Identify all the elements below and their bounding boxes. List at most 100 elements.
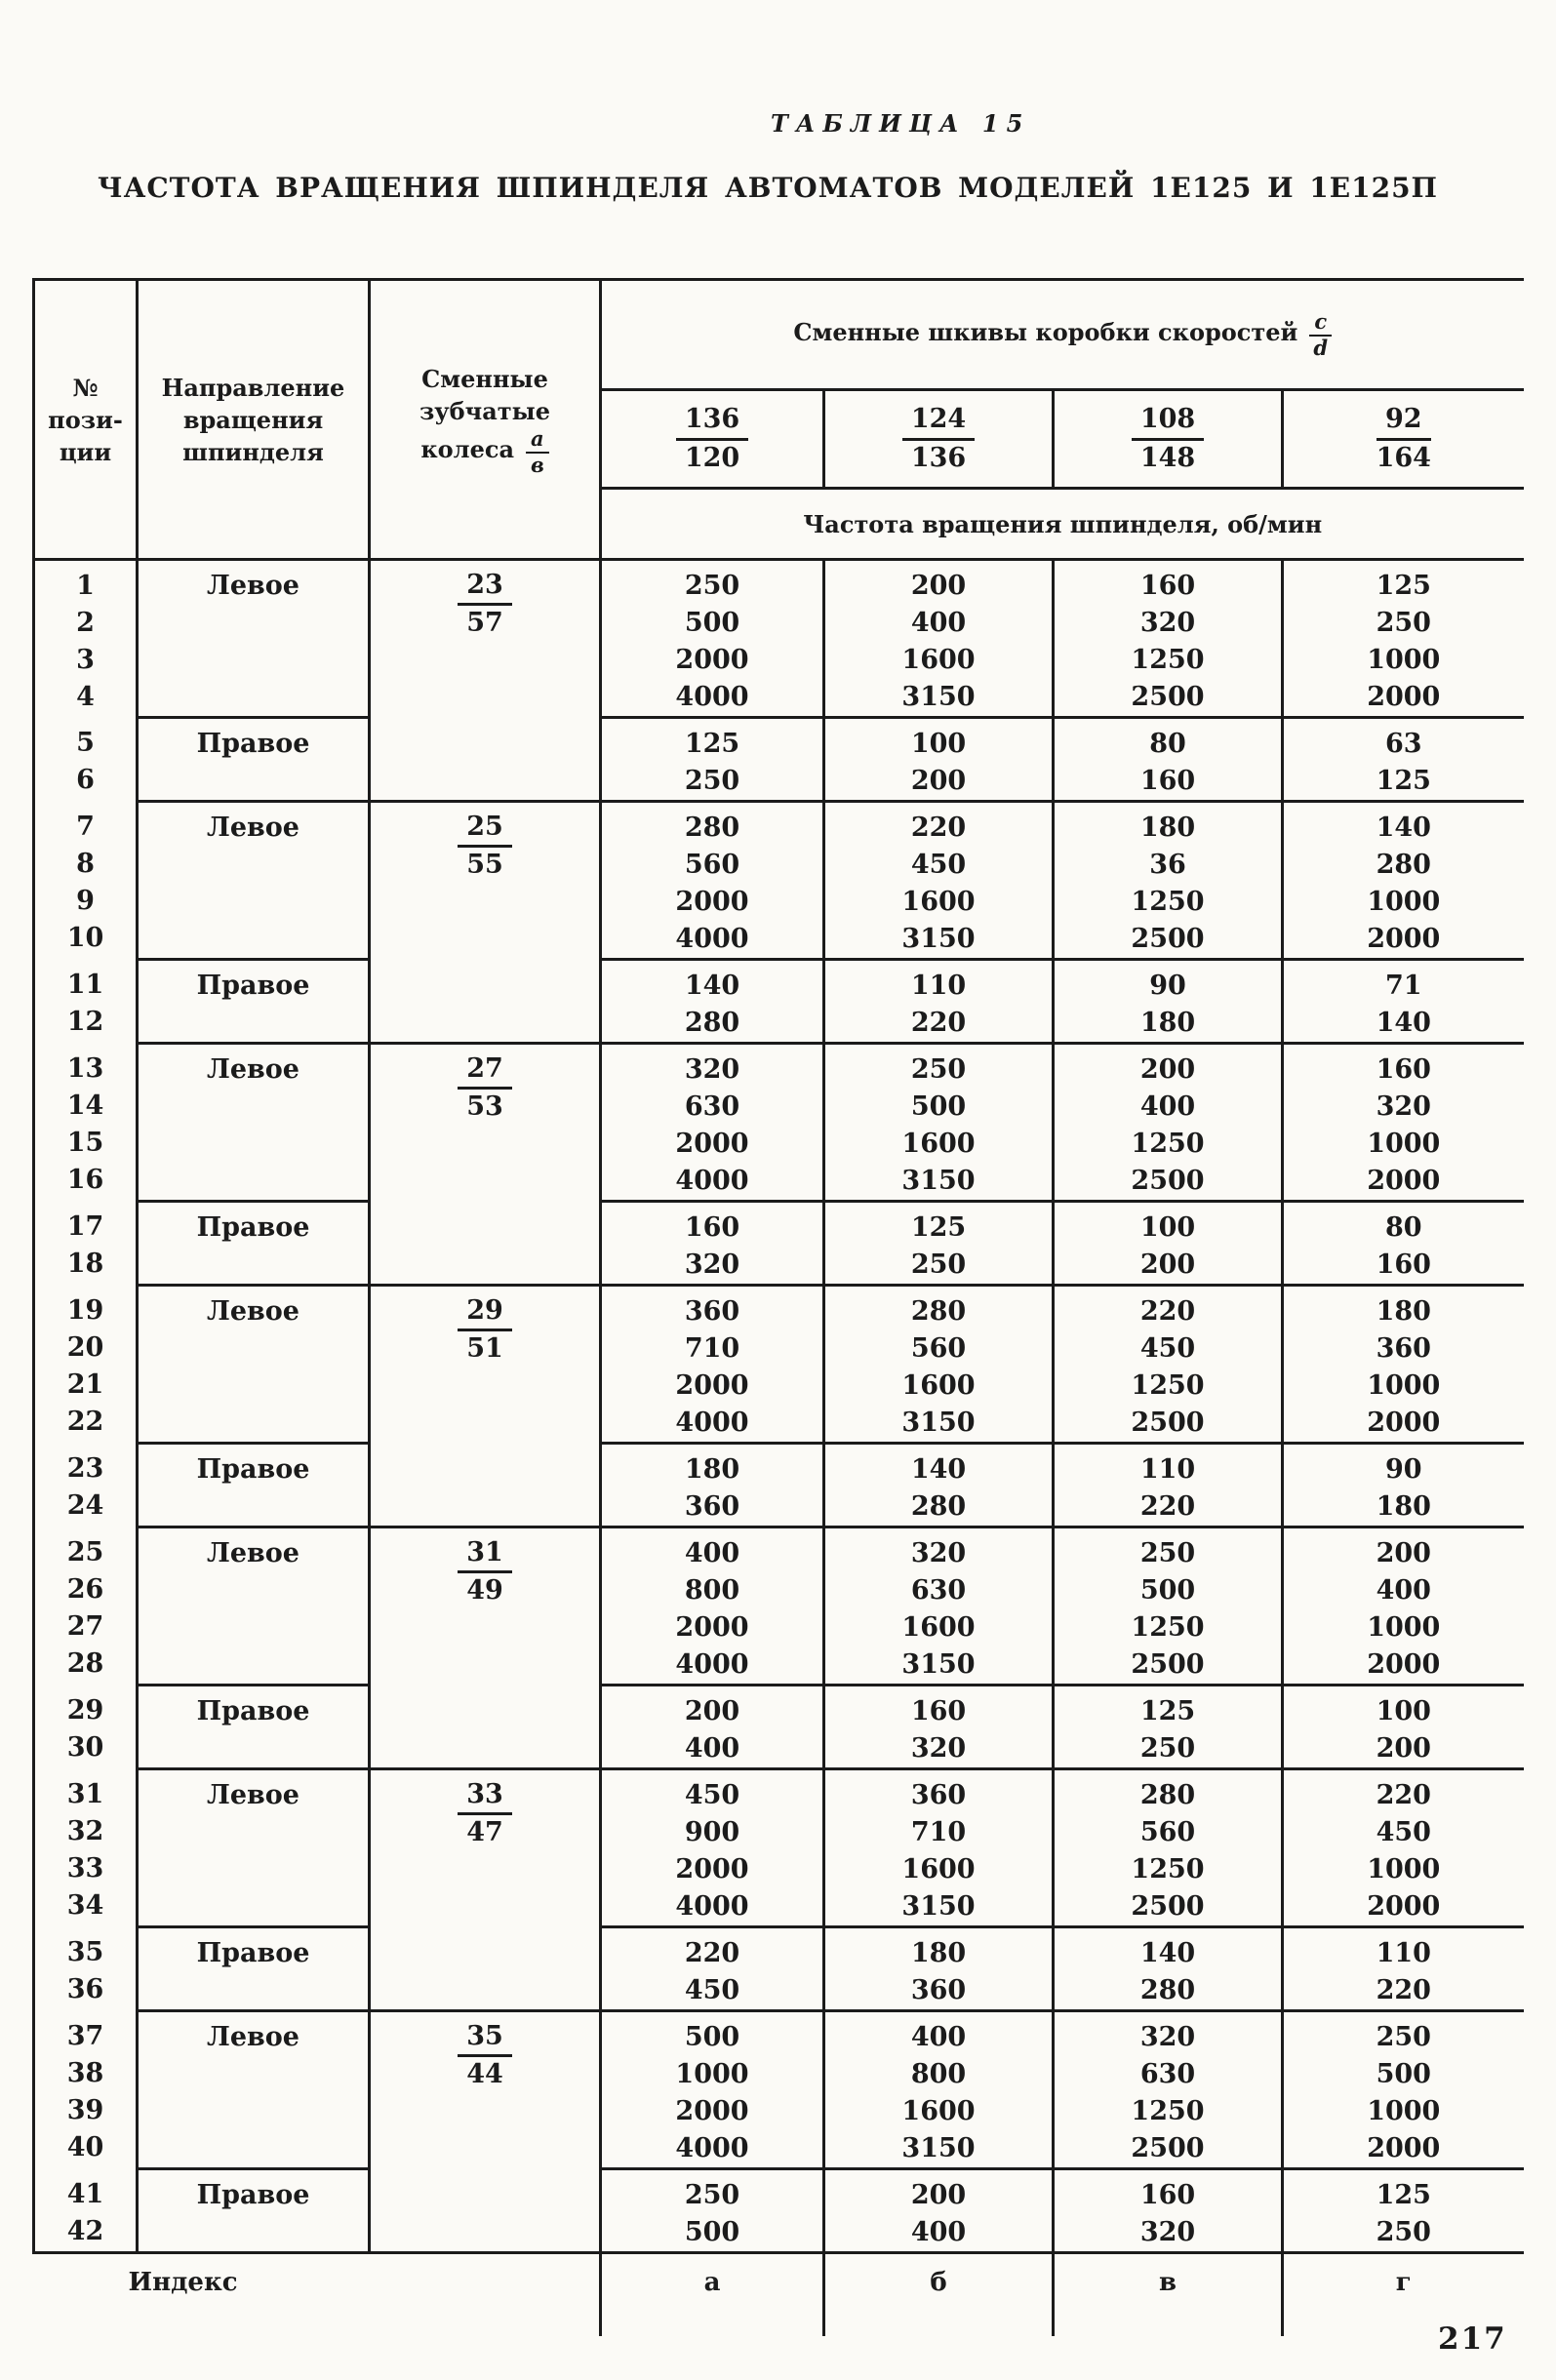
speed-cell: 360 710 2000 4000	[600, 1285, 825, 1445]
speed-cell: 280 560 2000 4000	[600, 801, 825, 961]
speed-cell: 180 360 1000 2000	[1282, 1285, 1524, 1445]
direction-cell: Правое	[137, 1685, 371, 1770]
speed-cell: 125 250	[600, 717, 825, 803]
speed-cell: 160 320	[600, 1201, 825, 1287]
header-row-2: 136 120 124 136 108 148 92 164	[34, 389, 1524, 490]
speed-cell: 200 400 1250 2500	[1053, 1043, 1284, 1203]
header-row-3: Частота вращения шпинделя, об/мин	[34, 488, 1524, 561]
direction-cell: Правое	[137, 717, 371, 803]
speed-cell: 180 360	[823, 1926, 1055, 2012]
speed-cell: 220 450	[600, 1926, 825, 2012]
gear-ratio-cell: 23 57	[369, 559, 602, 803]
table-label: ТАБЛИЦА 15	[771, 109, 1031, 138]
speed-cell: 200 400 1000 2000	[1282, 1527, 1524, 1686]
speed-cell: 320 630 1600 3150	[823, 1527, 1055, 1686]
speed-cell: 100 200	[823, 717, 1055, 803]
table-row: 1 2 3 4 Левое 23 57 250 500 2000 4000 200 400 1600 315…	[32, 559, 1524, 803]
index-v: в	[1052, 2252, 1283, 2336]
gear-fraction: 35 44	[458, 2021, 512, 2089]
direction-cell: Правое	[137, 1926, 371, 2012]
speed-cell: 140 280	[1053, 1926, 1284, 2012]
speed-cell: 110 220	[1053, 1443, 1284, 1528]
header-frequency-label: Частота вращения шпинделя, об/мин	[600, 488, 1524, 561]
speed-cell: 63 125	[1282, 717, 1524, 803]
table-row: 31 32 33 34 Левое 33 47 450 900 2000 4000 360 710 160…	[32, 1768, 1524, 2012]
speed-cell: 140 280	[600, 959, 825, 1045]
speed-cell: 200 400 1600 3150	[823, 559, 1055, 719]
table-row: 41 42 Правое 250 500 200 400 160 320 125 250	[32, 2168, 1524, 2254]
speed-cell: 250 500	[600, 2168, 825, 2254]
position-cell: 29 30	[32, 1685, 139, 1769]
speed-cell: 280 560 1250 2500	[1053, 1768, 1284, 1928]
table-footer: Индекс а б в г	[34, 2252, 1524, 2336]
speed-cell: 90 180	[1282, 1443, 1524, 1528]
direction-cell: Левое	[137, 1043, 371, 1203]
gear-ratio-cell: 27 53	[369, 1043, 602, 1287]
speed-cell: 360 710 1600 3150	[823, 1768, 1055, 1928]
gear-fraction: 23 57	[458, 570, 512, 638]
speed-cell: 160 320	[823, 1685, 1055, 1770]
gear-ratio-cell: 25 55	[369, 801, 602, 1045]
page-number: 217	[1438, 2321, 1507, 2357]
direction-cell: Правое	[137, 2168, 371, 2254]
position-cell: 7 8 9 10	[32, 801, 139, 960]
table-row: 23 24 Правое 180 360 140 280 110 220 90 180	[32, 1443, 1524, 1528]
speed-cell: 110 220	[1282, 1926, 1524, 2012]
speed-cell: 80 160	[1053, 717, 1284, 803]
position-cell: 19 20 21 22	[32, 1285, 139, 1444]
speed-cell: 160 320 1250 2500	[1053, 559, 1284, 719]
index-g: г	[1280, 2252, 1524, 2336]
direction-cell: Правое	[137, 1201, 371, 1287]
speed-cell: 280 560 1600 3150	[823, 1285, 1055, 1445]
speed-cell: 400 800 2000 4000	[600, 1527, 825, 1686]
table-row: 5 6 Правое 125 250 100 200 80 160 63 125	[32, 717, 1524, 803]
table-row: 37 38 39 40 Левое 35 44 500 1000 2000 4000 400 800 16…	[32, 2010, 1524, 2254]
gear-ratio-cell: 31 49	[369, 1527, 602, 1770]
table-body: 1 2 3 4 Левое 23 57 250 500 2000 4000 200 400 1600 315…	[32, 559, 1524, 2254]
speed-cell: 500 1000 2000 4000	[600, 2010, 825, 2170]
header-pulleys: Сменные шкивы коробки скоростей c d	[600, 278, 1524, 391]
direction-cell: Левое	[137, 1768, 371, 1928]
gear-fraction: 33 47	[458, 1779, 512, 1847]
index-b: б	[822, 2252, 1054, 2336]
speed-cell: 160 320	[1053, 2168, 1284, 2254]
index-label: Индекс	[128, 2268, 238, 2297]
speed-cell: 320 630 1250 2500	[1053, 2010, 1284, 2170]
speed-cell: 71 140	[1282, 959, 1524, 1045]
speed-cell: 110 220	[823, 959, 1055, 1045]
speed-cell: 180 36 1250 2500	[1053, 801, 1284, 961]
gear-fraction: 31 49	[458, 1537, 512, 1606]
speed-cell: 200 400	[823, 2168, 1055, 2254]
gear-fraction: 25 55	[458, 812, 512, 880]
position-cell: 41 42	[32, 2168, 139, 2254]
gear-ratio-cell: 33 47	[369, 1768, 602, 2012]
speed-cell: 400 800 1600 3150	[823, 2010, 1055, 2170]
pulley-column-1: 136 120	[600, 389, 825, 490]
table-row: 25 26 27 28 Левое 31 49 400 800 2000 4000 320 630 160…	[32, 1527, 1524, 1770]
position-cell: 31 32 33 34	[32, 1768, 139, 1927]
speed-cell: 450 900 2000 4000	[600, 1768, 825, 1928]
direction-cell: Левое	[137, 1527, 371, 1686]
position-cell: 25 26 27 28	[32, 1527, 139, 1686]
speed-cell: 140 280 1000 2000	[1282, 801, 1524, 961]
speed-cell: 125 250	[1282, 2168, 1524, 2254]
table-row: 19 20 21 22 Левое 29 51 360 710 2000 4000 280 560 160…	[32, 1285, 1524, 1528]
gear-ratio-cell: 29 51	[369, 1285, 602, 1528]
header-gears-column: Сменные зубчатые колеса а в	[369, 278, 602, 561]
table-row: 13 14 15 16 Левое 27 53 320 630 2000 4000 250 500 160…	[32, 1043, 1524, 1287]
gear-fraction: 27 53	[458, 1053, 512, 1122]
direction-cell: Левое	[137, 801, 371, 961]
position-cell: 37 38 39 40	[32, 2010, 139, 2169]
header-direction-column: Направление вращения шпинделя	[137, 278, 371, 561]
speed-cell: 220 450 1250 2500	[1053, 1285, 1284, 1445]
pulley-column-3: 108 148	[1053, 389, 1284, 490]
direction-cell: Правое	[137, 959, 371, 1045]
pulley-column-2: 124 136	[823, 389, 1055, 490]
index-a: а	[599, 2252, 824, 2336]
speed-cell: 80 160	[1282, 1201, 1524, 1287]
table-row: 17 18 Правое 160 320 125 250 100 200 80 160	[32, 1201, 1524, 1287]
pulley-column-4: 92 164	[1282, 389, 1524, 490]
